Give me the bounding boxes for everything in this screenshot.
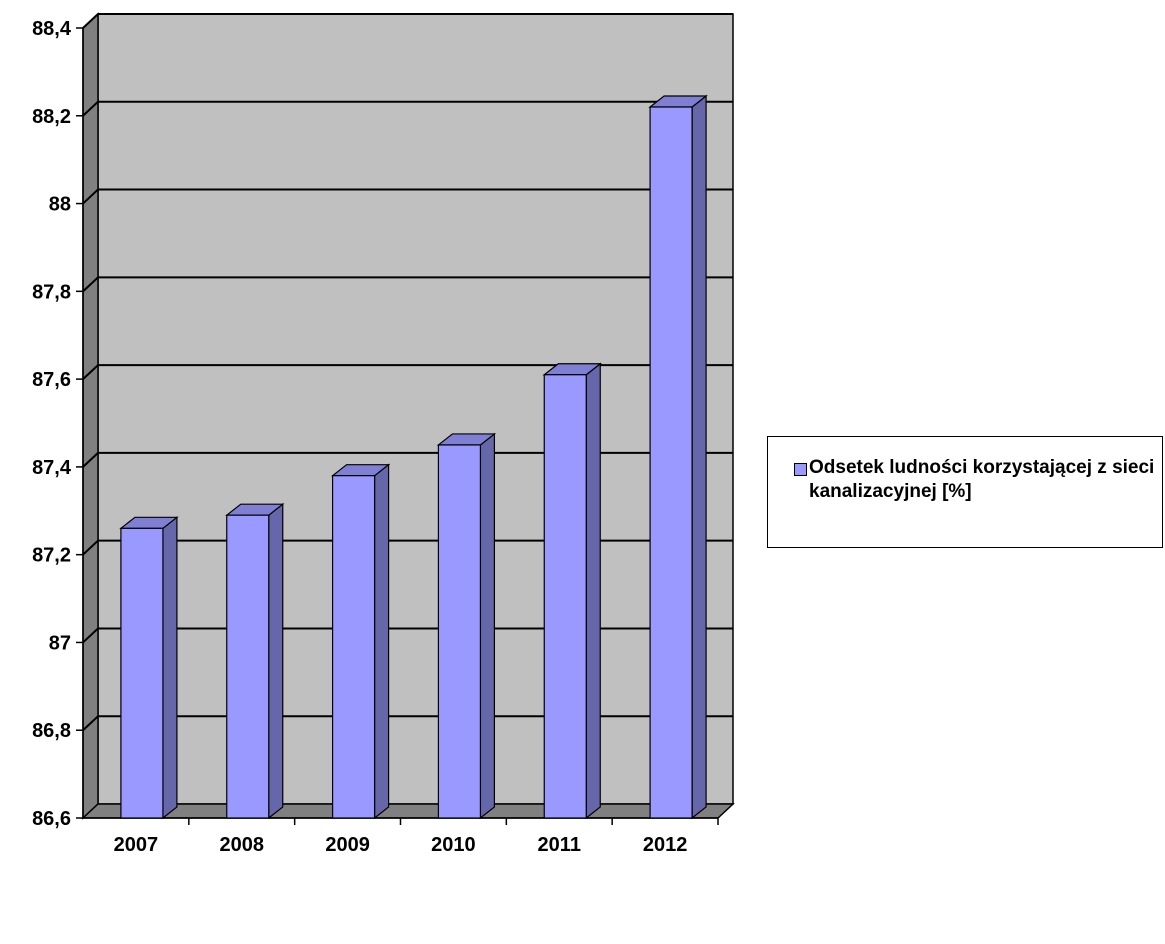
- bar-2012: [648, 94, 708, 820]
- gridline: [82, 188, 733, 205]
- y-tick-label: 88: [49, 194, 71, 216]
- gridline: [82, 13, 733, 29]
- bar-2008: [225, 502, 285, 820]
- bar-front: [649, 106, 693, 819]
- bar-front: [331, 475, 376, 819]
- bar-front: [120, 527, 164, 819]
- floor: [81, 803, 735, 819]
- bar-side: [479, 432, 496, 820]
- bar-side: [162, 516, 178, 820]
- gridline: [82, 451, 733, 468]
- legend-swatch-icon: [794, 463, 807, 476]
- bar-2007: [119, 516, 179, 820]
- bar-2009: [330, 463, 391, 820]
- gridline: [82, 364, 733, 380]
- gridline: [82, 539, 733, 556]
- y-tick-label: 87: [49, 632, 71, 654]
- y-axis-tick-labels: 86,6 86,8 87 87,2 87,4 87,6 87,8 88 88,2 88,4: [32, 18, 72, 830]
- y-tick-label: 88,2: [32, 106, 71, 128]
- bar-side: [268, 502, 284, 820]
- bar-2011: [542, 362, 602, 820]
- y-tick-label: 87,4: [32, 457, 72, 479]
- axes: [76, 27, 719, 825]
- bar-side: [373, 463, 390, 820]
- back-wall: [97, 13, 734, 805]
- x-tick-label: 2008: [220, 834, 265, 856]
- gridline: [82, 100, 733, 117]
- legend: Odsetek ludności korzystającej z sieci k…: [767, 436, 1163, 548]
- plot-walls: [81, 12, 735, 820]
- bar-front: [437, 444, 482, 819]
- y-tick-label: 88,4: [32, 18, 72, 40]
- bars: [119, 94, 708, 820]
- gridline: [82, 627, 733, 644]
- gridline: [82, 276, 733, 293]
- bar-2010: [436, 432, 497, 820]
- x-axis-tick-labels: 2007 2008 2009 2010 2011 2012: [114, 834, 688, 856]
- bar-side: [585, 362, 601, 820]
- legend-label: Odsetek ludności korzystającej z sieci k…: [809, 457, 1155, 502]
- y-tick-label: 87,8: [32, 281, 71, 303]
- bar-front: [226, 514, 270, 819]
- x-tick-label: 2012: [643, 834, 688, 856]
- x-tick-label: 2011: [538, 834, 581, 856]
- y-tick-label: 86,8: [32, 720, 71, 742]
- gridlines: [82, 13, 733, 731]
- bar-side: [691, 94, 707, 820]
- x-tick-label: 2010: [431, 834, 476, 856]
- y-tick-label: 87,6: [32, 369, 71, 391]
- y-tick-label: 87,2: [32, 545, 71, 567]
- bar-front: [543, 374, 587, 819]
- y-tick-label: 86,6: [32, 808, 71, 830]
- side-wall: [82, 12, 99, 820]
- gridline: [82, 715, 733, 731]
- x-tick-label: 2009: [325, 834, 370, 856]
- x-tick-label: 2007: [114, 834, 159, 856]
